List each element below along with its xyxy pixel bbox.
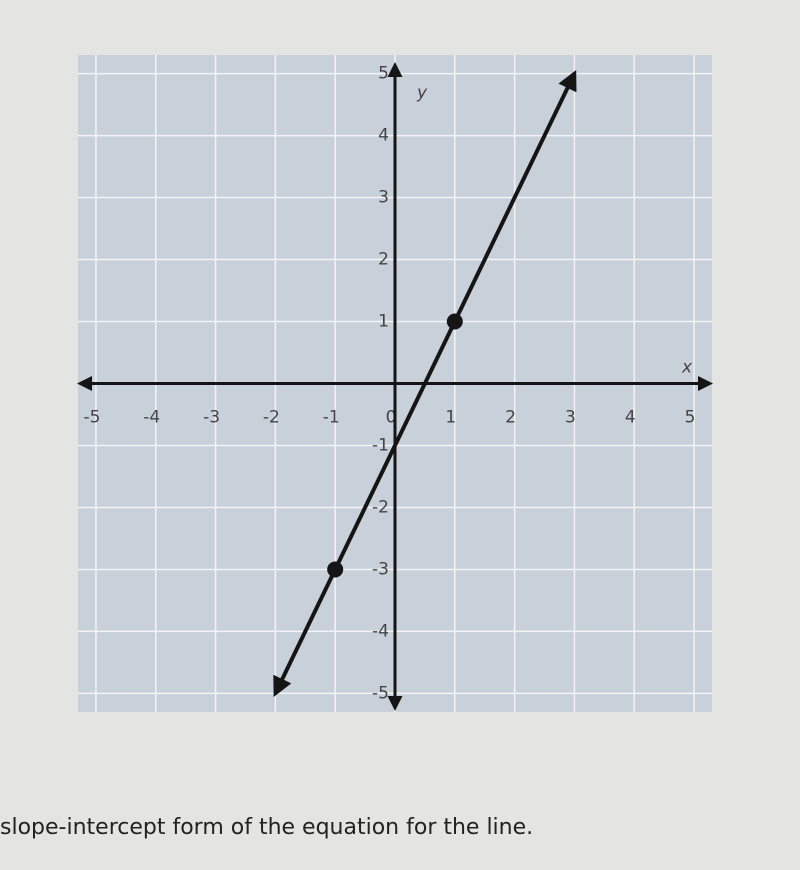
y-tick-label: 5 bbox=[378, 64, 389, 84]
caption: slope-intercept form of the equation for… bbox=[0, 815, 533, 840]
x-tick-label: 1 bbox=[445, 408, 456, 428]
y-tick-label: -4 bbox=[372, 621, 389, 641]
x-tick-label: 5 bbox=[685, 408, 696, 428]
x-tick-label: 3 bbox=[565, 408, 576, 428]
x-tick-label: -4 bbox=[143, 408, 160, 428]
y-tick-label: -3 bbox=[372, 559, 389, 579]
x-axis-label: x bbox=[681, 358, 693, 378]
x-tick-label: 4 bbox=[625, 408, 636, 428]
data-point bbox=[327, 561, 344, 578]
data-line bbox=[273, 69, 577, 698]
x-tick-label: -1 bbox=[323, 408, 340, 428]
x-tick-label: 2 bbox=[505, 408, 516, 428]
y-axis-label: y bbox=[416, 83, 428, 103]
x-tick-label: -2 bbox=[263, 408, 280, 428]
y-tick-label: 1 bbox=[378, 312, 389, 332]
y-tick-label: -2 bbox=[372, 497, 389, 517]
x-tick-label: -5 bbox=[83, 408, 100, 428]
data-point bbox=[446, 313, 463, 330]
y-tick-label: -5 bbox=[372, 683, 389, 703]
y-tick-label: 4 bbox=[378, 126, 389, 146]
y-tick-label: -1 bbox=[372, 435, 389, 455]
y-tick-label: 3 bbox=[378, 188, 389, 208]
x-tick-label: -3 bbox=[203, 408, 220, 428]
y-tick-label: 2 bbox=[378, 250, 389, 270]
